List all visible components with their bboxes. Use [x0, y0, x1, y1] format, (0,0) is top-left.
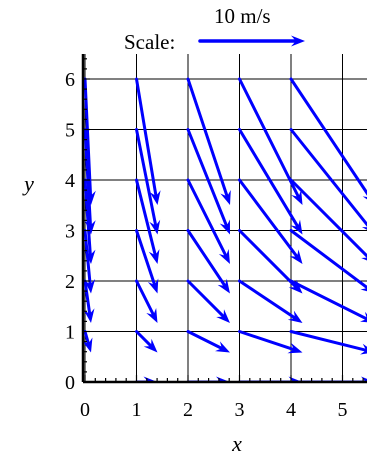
vector-arrow-2-4: [186, 178, 230, 264]
y-axis-title: y: [22, 171, 34, 196]
vector-arrow-4-2: [289, 279, 367, 323]
vector-arrow-2-0: [186, 376, 230, 382]
x-tick-label-2: 2: [183, 399, 193, 421]
vector-arrow-1-5: [135, 128, 161, 235]
vector-arrow-4-3: [289, 229, 367, 292]
vector-arrow-4-0: [289, 376, 367, 382]
scale-arrow: [198, 35, 305, 47]
vector-arrow-2-6: [186, 77, 231, 205]
y-tick-label-2: 2: [65, 271, 75, 293]
vector-arrow-4-6: [289, 77, 367, 200]
vector-arrow-2-5: [186, 128, 230, 235]
tick-labels: 0 1 2 3 4 5 0 1 2 3 4 5 6: [65, 69, 348, 421]
x-tick-label-5: 5: [338, 399, 348, 421]
y-tick-label-5: 5: [65, 120, 75, 142]
velocity-arrows: [83, 77, 367, 382]
vector-arrow-1-3: [135, 229, 159, 294]
vector-arrow-2-2: [186, 279, 230, 323]
scale-label: Scale:: [124, 30, 175, 54]
vector-arrow-0-5: [83, 128, 96, 235]
vector-arrow-1-2: [135, 279, 158, 323]
y-tick-label-4: 4: [65, 170, 75, 192]
y-tick-label-0: 0: [65, 372, 75, 394]
vector-arrow-3-4: [238, 178, 303, 264]
vector-arrow-3-1: [238, 330, 303, 354]
y-tick-label-3: 3: [65, 221, 75, 243]
vector-arrow-4-5: [289, 128, 367, 230]
x-tick-label-0: 0: [80, 399, 90, 421]
scale-arrow-shape: [198, 35, 305, 47]
vector-arrow-0-1: [83, 330, 93, 353]
vector-arrow-4-1: [289, 330, 367, 355]
vector-arrow-1-0: [135, 376, 158, 382]
vector-arrow-3-3: [238, 229, 303, 294]
y-tick-label-1: 1: [65, 322, 75, 344]
x-tick-label-4: 4: [286, 399, 296, 421]
vector-arrow-1-4: [135, 178, 160, 264]
vector-arrow-3-5: [238, 128, 303, 235]
x-tick-label-3: 3: [235, 399, 245, 421]
x-tick-label-1: 1: [132, 399, 142, 421]
vector-arrow-3-6: [238, 77, 303, 205]
vector-arrow-1-1: [135, 330, 158, 353]
vector-arrow-1-6: [135, 77, 161, 205]
vector-arrow-0-3: [83, 229, 96, 294]
vector-arrow-3-2: [238, 279, 303, 323]
vector-arrow-0-2: [83, 279, 95, 323]
x-axis-title: x: [231, 431, 242, 456]
vector-arrow-2-3: [186, 229, 230, 294]
y-tick-label-6: 6: [65, 69, 75, 91]
scale-unit-label: 10 m/s: [214, 4, 271, 28]
grid-lines: [83, 54, 367, 383]
vector-arrow-2-1: [186, 330, 230, 353]
axes: [81, 54, 367, 384]
vector-arrow-4-4: [289, 178, 367, 261]
